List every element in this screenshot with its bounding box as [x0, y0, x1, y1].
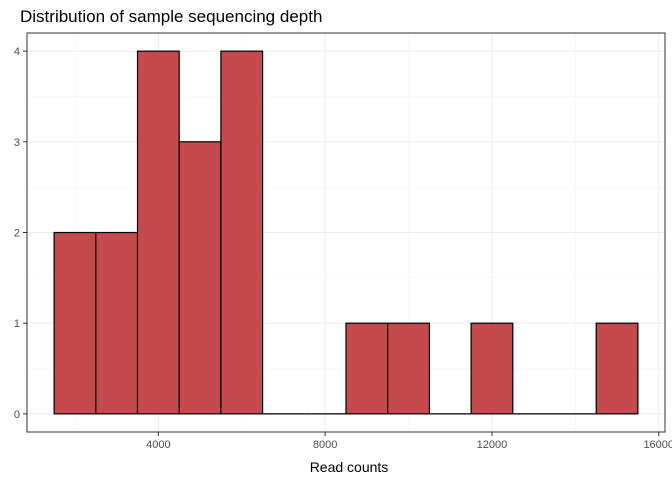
- x-axis-title: Read counts: [310, 459, 389, 475]
- histogram-bar: [595, 322, 639, 415]
- histogram-bar: [470, 322, 514, 415]
- x-tick-label: 16000: [643, 439, 672, 451]
- y-axis: 0 1 2 3 4: [14, 46, 27, 421]
- histogram-bar: [220, 50, 264, 415]
- x-tick-label: 12000: [477, 439, 508, 451]
- x-tick-label: 4000: [146, 439, 170, 451]
- x-tick-label: 8000: [313, 439, 337, 451]
- histogram-bar: [345, 322, 389, 415]
- chart-title: Distribution of sample sequencing depth: [20, 7, 322, 26]
- y-tick-label: 4: [14, 46, 20, 58]
- bars: [53, 50, 639, 415]
- y-tick-label: 3: [14, 137, 20, 149]
- y-tick-label: 2: [14, 228, 20, 240]
- x-axis: 4000 8000 12000 16000: [146, 432, 672, 451]
- y-tick-label: 0: [14, 409, 20, 421]
- histogram-bar: [53, 231, 97, 415]
- histogram-bar: [387, 322, 430, 415]
- histogram-bar: [95, 231, 139, 415]
- histogram-bar: [178, 141, 222, 415]
- y-tick-label: 1: [14, 318, 20, 330]
- histogram-bar: [136, 50, 180, 415]
